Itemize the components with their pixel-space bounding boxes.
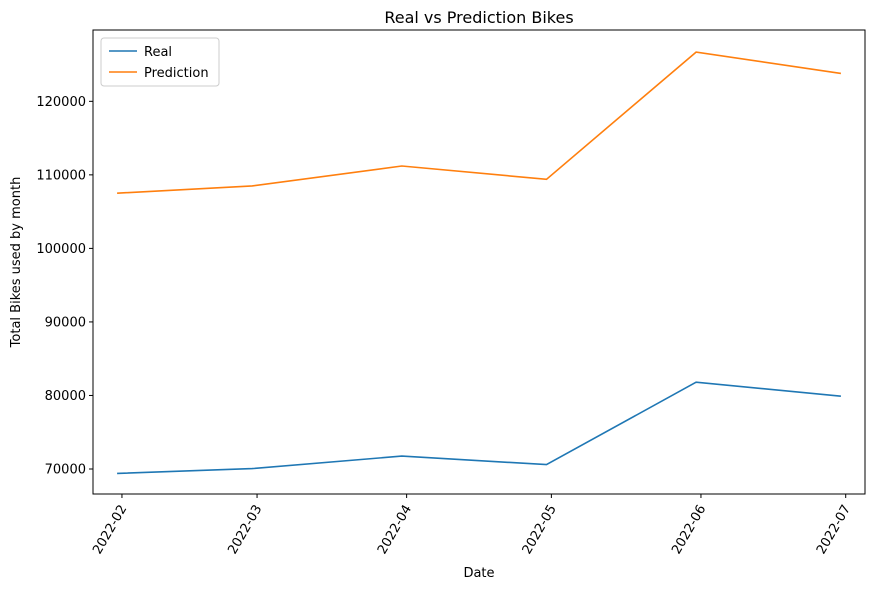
y-tick-label: 80000	[45, 389, 86, 404]
legend-label-prediction: Prediction	[144, 66, 209, 81]
chart-title: Real vs Prediction Bikes	[384, 8, 573, 27]
x-tick-label: 2022-04	[375, 503, 415, 558]
y-tick-label: 90000	[45, 315, 86, 330]
series-line-real	[117, 381, 841, 475]
y-axis: 70000 80000 90000 100000 110000 120000	[36, 95, 93, 477]
plot-frame	[92, 29, 866, 495]
x-tick-label: 2022-02	[90, 503, 130, 558]
legend: Real Prediction	[100, 37, 220, 87]
legend-box	[100, 37, 220, 87]
x-tick-label: 2022-03	[225, 503, 265, 558]
y-tick-label: 70000	[45, 462, 86, 477]
x-axis: 2022-02 2022-03 2022-04 2022-05 2022-06 2022-…	[90, 494, 854, 557]
x-tick-label: 2022-05	[520, 503, 560, 558]
x-axis-label: Date	[463, 566, 494, 581]
plot-area	[117, 51, 842, 475]
y-axis-label: Total Bikes used by month	[9, 177, 24, 349]
x-tick-label: 2022-06	[669, 503, 709, 558]
y-tick-label: 100000	[36, 242, 86, 257]
x-tick-label: 2022-07	[814, 503, 854, 558]
y-tick-label: 120000	[36, 95, 86, 110]
legend-label-real: Real	[144, 45, 172, 60]
y-tick-label: 110000	[36, 168, 86, 183]
series-line-prediction	[117, 51, 842, 194]
